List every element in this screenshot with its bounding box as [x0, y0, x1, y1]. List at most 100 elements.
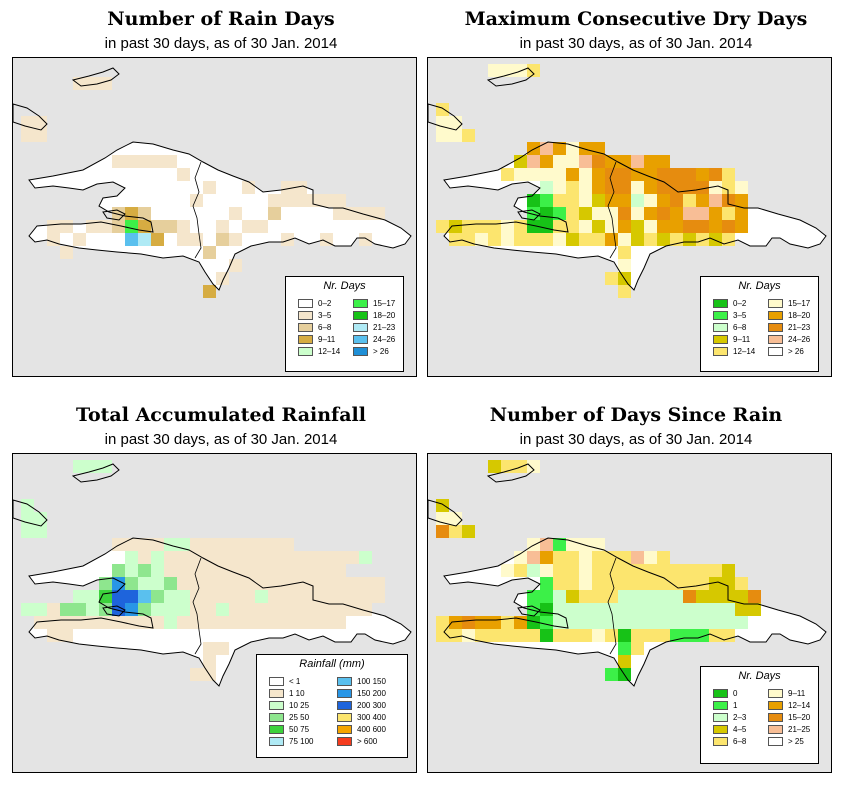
legend-swatch — [713, 323, 728, 332]
legend-swatch — [298, 347, 313, 356]
legend-swatch — [713, 737, 728, 746]
legend-label: 15–17 — [373, 299, 396, 308]
grid-cell — [462, 616, 475, 629]
grid-cell — [346, 603, 359, 616]
grid-cell — [138, 590, 151, 603]
legend-swatch — [337, 677, 352, 686]
grid-cell — [436, 525, 449, 538]
legend-label: 400 600 — [357, 725, 386, 734]
grid-cell — [112, 220, 125, 233]
grid-cell — [735, 207, 748, 220]
grid-cell — [216, 233, 229, 246]
grid-cell — [229, 259, 242, 272]
legend-swatch — [713, 689, 728, 698]
grid-cell — [164, 603, 177, 616]
grid-cell — [294, 194, 307, 207]
grid-cell — [333, 194, 346, 207]
grid-cell — [696, 194, 709, 207]
grid-cell — [255, 564, 268, 577]
panel-subtitle: in past 30 days, as of 30 Jan. 2014 — [104, 431, 338, 448]
grid-cell — [683, 207, 696, 220]
grid-cell — [268, 207, 281, 220]
grid-cell — [540, 551, 553, 564]
grid-cell — [527, 629, 540, 642]
grid-cell — [151, 551, 164, 564]
panel-subtitle: in past 30 days, as of 30 Jan. 2014 — [519, 431, 753, 448]
grid-cell — [177, 233, 190, 246]
grid-cell — [592, 564, 605, 577]
grid-cell — [281, 551, 294, 564]
grid-cell — [255, 616, 268, 629]
grid-cell — [333, 603, 346, 616]
grid-cell — [566, 577, 579, 590]
grid-cell — [566, 564, 579, 577]
grid-cell — [125, 577, 138, 590]
legend-label: 75 100 — [289, 737, 314, 746]
island-gonave — [102, 209, 126, 221]
grid-cell — [320, 590, 333, 603]
grid-cell — [527, 233, 540, 246]
grid-cell — [229, 616, 242, 629]
grid-cell — [618, 220, 631, 233]
legend-swatch — [353, 311, 368, 320]
panel-title: Number of Rain Days — [107, 8, 335, 30]
grid-cell — [203, 616, 216, 629]
grid-cell — [644, 181, 657, 194]
grid-cell — [683, 194, 696, 207]
grid-cell — [164, 551, 177, 564]
grid-cell — [540, 629, 553, 642]
grid-cell — [722, 564, 735, 577]
grid-cell — [138, 233, 151, 246]
grid-cell — [631, 590, 644, 603]
grid-cell — [501, 629, 514, 642]
grid-cell — [631, 603, 644, 616]
grid-cell — [151, 155, 164, 168]
grid-cell — [190, 577, 203, 590]
grid-cell — [99, 590, 112, 603]
grid-cell — [242, 577, 255, 590]
grid-cell — [592, 616, 605, 629]
grid-cell — [644, 194, 657, 207]
grid-cell — [631, 194, 644, 207]
grid-cell — [359, 207, 372, 220]
panel-title: Number of Days Since Rain — [489, 404, 783, 426]
grid-cell — [60, 629, 73, 642]
grid-cell — [722, 168, 735, 181]
grid-cell — [709, 181, 722, 194]
grid-cell — [281, 233, 294, 246]
grid-cell — [605, 629, 618, 642]
legend-swatch — [337, 689, 352, 698]
grid-cell — [436, 129, 449, 142]
grid-cell — [138, 616, 151, 629]
grid-cell — [307, 577, 320, 590]
grid-cell — [73, 590, 86, 603]
grid-cell — [735, 616, 748, 629]
grid-cell — [112, 564, 125, 577]
map-legend: Nr. Days 0 1 2–3 4–5 6–8 9–11 12–14 15–20 21–25 >… — [700, 666, 819, 764]
grid-cell — [177, 220, 190, 233]
grid-cell — [670, 194, 683, 207]
grid-cell — [709, 233, 722, 246]
grid-cell — [709, 564, 722, 577]
legend-label: 0 — [733, 689, 738, 698]
grid-cell — [605, 603, 618, 616]
legend-title: Rainfall (mm) — [299, 658, 365, 670]
grid-cell — [618, 259, 631, 272]
grid-cell — [540, 564, 553, 577]
grid-cell — [631, 155, 644, 168]
grid-cell — [60, 616, 73, 629]
grid-cell — [268, 194, 281, 207]
grid-cell — [553, 155, 566, 168]
grid-cell — [592, 168, 605, 181]
grid-cell — [216, 538, 229, 551]
legend-swatch — [298, 299, 313, 308]
grid-cell — [657, 551, 670, 564]
grid-cell — [618, 577, 631, 590]
grid-cell — [190, 233, 203, 246]
grid-cell — [190, 668, 203, 681]
grid-cell — [99, 603, 112, 616]
legend-label: 150 200 — [357, 689, 386, 698]
grid-cell — [709, 168, 722, 181]
grid-cell — [281, 181, 294, 194]
grid-cell — [553, 233, 566, 246]
